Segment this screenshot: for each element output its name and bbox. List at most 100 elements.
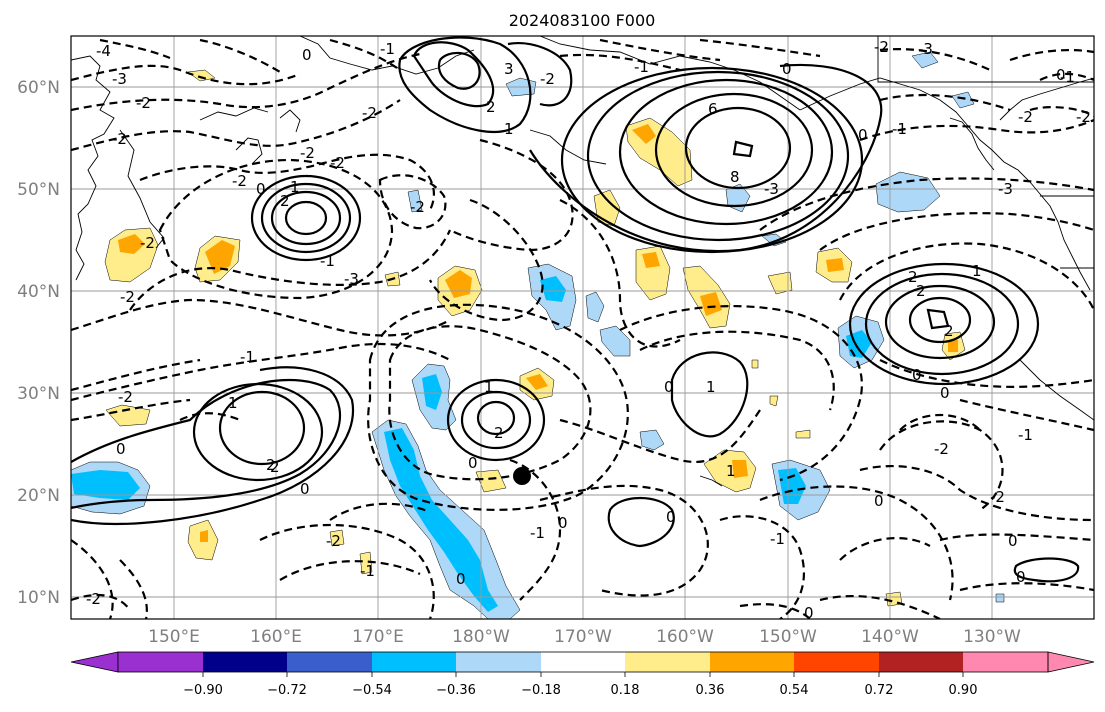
contour-label: 0 [804,604,814,622]
contour-label: -2 [874,38,889,56]
contour-label: 0 [782,60,792,78]
contour-label: -2 [118,388,133,406]
lon-label: 160°E [250,627,302,647]
contour-label: 0 [940,384,950,402]
contour-label: -1 [360,562,375,580]
contour-label: -2 [1076,108,1091,126]
lon-label: 170°E [352,627,404,647]
contour-label: -2 [112,130,127,148]
contour-label: -2 [330,154,345,172]
colorbar-min-extension [70,651,119,673]
contour-label: 0 [1056,66,1066,84]
colorbar-max-extension [1047,651,1095,673]
contour-label: -1 [1060,68,1075,86]
contour-label: -4 [96,42,111,60]
lon-label: 130°W [963,627,1021,647]
positive-contours [71,36,1080,583]
contour-label: -3 [764,180,779,198]
contour-label: 3 [504,60,514,78]
colorbar-segment [541,652,625,672]
location-marker [513,467,531,485]
lon-label: 150°W [759,627,817,647]
contour-label: -3 [344,270,359,288]
contour-label: -2 [232,172,247,190]
contour-label: -2 [136,94,151,112]
contour-label: 1 [972,262,982,280]
contour-label: 0 [116,440,126,458]
contour-label: -2 [362,104,377,122]
contour-label: 2 [916,282,926,300]
lat-label: 10°N [17,588,60,608]
contour-label: 2 [270,458,280,476]
contour-label: 8 [730,168,740,186]
contour-label: 0 [256,180,266,198]
colorbar-segment [794,652,879,672]
lat-label: 50°N [17,180,60,200]
colorbar-segment [710,652,794,672]
contour-label: -1 [530,524,545,542]
contour-label: 1 [228,394,238,412]
contour-label: -1 [892,120,907,138]
contour-label: -1 [320,252,335,270]
latitude-labels: 60°N 50°N 40°N 30°N 20°N 10°N [17,78,60,608]
longitude-labels: 150°E 160°E 170°E 180°W 170°W 160°W 150°… [148,627,1021,647]
contour-label: 0 [300,480,310,498]
contour-label: -2 [540,70,555,88]
contour-label: -3 [998,180,1013,198]
contour-label: -1 [634,58,649,76]
coastlines [71,36,1094,487]
contour-labels: -4 -3 -2 0 -1 -2 -2 -2 -2 0 2 1 -2 -3 -2… [86,38,1091,622]
lat-label: 60°N [17,78,60,98]
colorbar: −0.90 −0.72 −0.54 −0.36 −0.18 0.18 0.36 … [70,651,1095,698]
contour-label: -2 [934,440,949,458]
contour-label: 0 [666,508,676,526]
contour-label: -2 [410,198,425,216]
colorbar-tick-label: 0.54 [780,683,809,698]
colorbar-tick-label: 0.90 [949,683,978,698]
contour-label: 1 [726,462,736,480]
colorbar-tick-label: −0.36 [436,683,476,698]
negative-contours [71,38,1094,619]
lon-label: 160°W [656,627,714,647]
contour-label: 1 [290,178,300,196]
contour-label: 0 [558,514,568,532]
lat-label: 20°N [17,486,60,506]
contour-label: 0 [468,454,478,472]
contour-label: -1 [1018,426,1033,444]
contour-label: -2 [326,532,341,550]
contour-label: 2 [908,268,918,286]
colorbar-tick-label: −0.18 [521,683,561,698]
lon-label: 140°W [861,627,919,647]
contour-label: -2 [990,488,1005,506]
contour-label: 6 [708,100,718,118]
colorbar-tick-label: 0.72 [865,683,894,698]
graticule [71,36,1094,619]
contour-label: -2 [300,144,315,162]
colorbar-segment [372,652,456,672]
colorbar-segment [879,652,963,672]
contour-label: 0 [858,126,868,144]
map-frame [70,35,1095,620]
contour-label: 1 [504,120,514,138]
contour-label: -3 [918,40,933,58]
colorbar-tick-label: 0.18 [611,683,640,698]
colorbar-segment [963,652,1048,672]
contour-label: 0 [664,378,674,396]
map-title: 2024083100 F000 [509,11,656,30]
contour-label: 0 [1008,532,1018,550]
lon-label: 180°W [452,627,510,647]
colorbar-tick-label: −0.90 [183,683,223,698]
contour-label: 2 [280,192,290,210]
colorbar-tick-label: −0.72 [267,683,307,698]
contour-label: -2 [120,288,135,306]
contour-label: -1 [240,348,255,366]
contour-label: -1 [770,530,785,548]
contour-label: 2 [486,98,496,116]
contour-label: 0 [912,366,922,384]
contour-label: 2 [494,424,504,442]
colorbar-tick-label: 0.36 [696,683,725,698]
contour-label: -3 [112,70,127,88]
contour-label: 0 [874,492,884,510]
contour-label: 2 [266,456,276,474]
